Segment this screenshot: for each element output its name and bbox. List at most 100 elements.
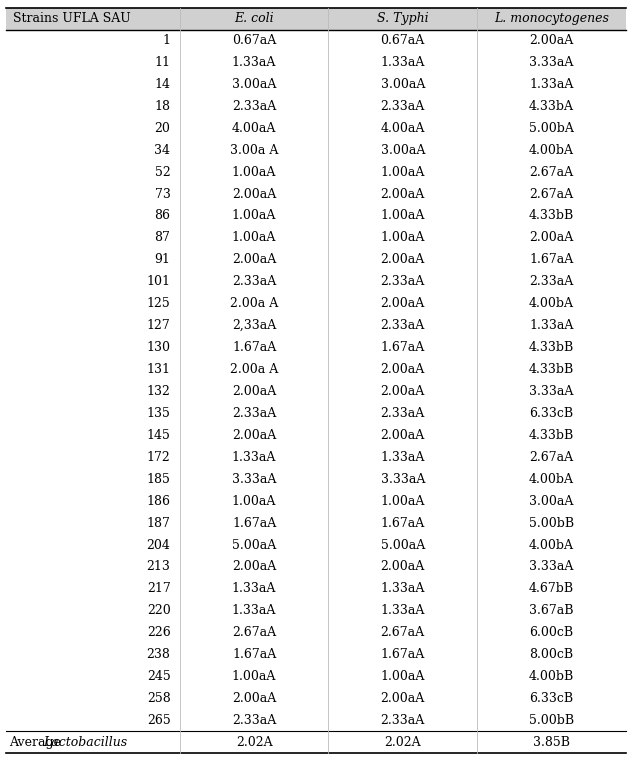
Text: 1.00aA: 1.00aA — [232, 166, 276, 179]
Text: 1.33aA: 1.33aA — [380, 451, 425, 463]
Text: 52: 52 — [155, 166, 171, 179]
Bar — [329, 8, 477, 30]
Text: 1.33aA: 1.33aA — [380, 582, 425, 595]
Bar — [6, 271, 626, 293]
Text: 3.33aA: 3.33aA — [529, 560, 574, 574]
Text: 4.33bB: 4.33bB — [529, 341, 574, 354]
Bar — [6, 30, 626, 52]
Bar — [6, 205, 626, 227]
Bar — [477, 8, 626, 30]
Bar — [6, 666, 626, 688]
Bar — [6, 600, 626, 622]
Text: 125: 125 — [147, 298, 171, 310]
Text: 127: 127 — [147, 319, 171, 332]
Text: 1.67aA: 1.67aA — [380, 517, 425, 530]
Bar — [6, 731, 626, 753]
Text: 2.33aA: 2.33aA — [380, 100, 425, 113]
Text: 1.33aA: 1.33aA — [380, 604, 425, 617]
Text: 1.33aA: 1.33aA — [380, 56, 425, 69]
Text: 2.33aA: 2.33aA — [232, 275, 276, 288]
Text: 1.00aA: 1.00aA — [232, 231, 276, 244]
Text: 1.00aA: 1.00aA — [232, 670, 276, 683]
Text: 73: 73 — [155, 187, 171, 201]
Text: 1.33aA: 1.33aA — [529, 319, 574, 332]
Text: 1: 1 — [162, 34, 171, 47]
Bar — [6, 52, 626, 73]
Text: 185: 185 — [147, 473, 171, 486]
Text: 4.00aA: 4.00aA — [232, 122, 276, 135]
Text: 187: 187 — [147, 517, 171, 530]
Text: 2.67aA: 2.67aA — [529, 187, 573, 201]
Text: 204: 204 — [147, 539, 171, 552]
Bar — [6, 490, 626, 512]
Bar — [6, 227, 626, 249]
Text: 2.02A: 2.02A — [384, 736, 421, 749]
Text: 265: 265 — [147, 714, 171, 727]
Bar — [179, 8, 329, 30]
Text: 2.00aA: 2.00aA — [529, 34, 573, 47]
Text: 4.00bA: 4.00bA — [529, 473, 574, 486]
Text: 213: 213 — [147, 560, 171, 574]
Text: 5.00bA: 5.00bA — [529, 122, 574, 135]
Bar — [6, 688, 626, 709]
Bar — [6, 622, 626, 644]
Text: 5.00aA: 5.00aA — [380, 539, 425, 552]
Text: 1.67aA: 1.67aA — [529, 253, 573, 266]
Text: 3.33aA: 3.33aA — [232, 473, 276, 486]
Text: 130: 130 — [147, 341, 171, 354]
Text: 18: 18 — [154, 100, 171, 113]
Text: 2.00aA: 2.00aA — [380, 187, 425, 201]
Text: 1.33aA: 1.33aA — [529, 78, 574, 91]
Text: 226: 226 — [147, 626, 171, 639]
Text: 2.00aA: 2.00aA — [380, 560, 425, 574]
Text: 5.00aA: 5.00aA — [232, 539, 276, 552]
Bar — [6, 161, 626, 183]
Text: 86: 86 — [154, 209, 171, 222]
Text: 0.67aA: 0.67aA — [380, 34, 425, 47]
Text: 8.00cB: 8.00cB — [529, 648, 573, 661]
Text: 1.00aA: 1.00aA — [380, 670, 425, 683]
Text: 5.00bB: 5.00bB — [529, 714, 574, 727]
Bar — [6, 8, 179, 30]
Text: 34: 34 — [154, 144, 171, 157]
Text: 2.33aA: 2.33aA — [232, 100, 276, 113]
Bar — [6, 403, 626, 425]
Text: E. coli: E. coli — [234, 12, 274, 25]
Text: 91: 91 — [155, 253, 171, 266]
Text: 132: 132 — [147, 385, 171, 398]
Bar — [6, 446, 626, 468]
Text: 14: 14 — [154, 78, 171, 91]
Text: 238: 238 — [147, 648, 171, 661]
Text: 2.33aA: 2.33aA — [380, 275, 425, 288]
Bar — [6, 293, 626, 315]
Text: 2.00aA: 2.00aA — [232, 253, 276, 266]
Text: 4.67bB: 4.67bB — [529, 582, 574, 595]
Text: 217: 217 — [147, 582, 171, 595]
Text: 2.00aA: 2.00aA — [232, 187, 276, 201]
Text: 2.00a A: 2.00a A — [230, 363, 278, 376]
Bar — [6, 534, 626, 556]
Bar — [6, 117, 626, 139]
Text: 245: 245 — [147, 670, 171, 683]
Text: 2.33aA: 2.33aA — [232, 714, 276, 727]
Text: 220: 220 — [147, 604, 171, 617]
Text: 2.00aA: 2.00aA — [232, 429, 276, 442]
Text: 3.33aA: 3.33aA — [529, 385, 574, 398]
Text: 20: 20 — [155, 122, 171, 135]
Text: 258: 258 — [147, 692, 171, 705]
Text: 2.00aA: 2.00aA — [380, 429, 425, 442]
Text: 145: 145 — [147, 429, 171, 442]
Text: S. Typhi: S. Typhi — [377, 12, 428, 25]
Bar — [6, 578, 626, 600]
Text: 3.00aA: 3.00aA — [380, 78, 425, 91]
Text: 4.33bB: 4.33bB — [529, 209, 574, 222]
Text: 131: 131 — [147, 363, 171, 376]
Text: L. monocytogenes: L. monocytogenes — [494, 12, 609, 25]
Text: 2.33aA: 2.33aA — [232, 407, 276, 420]
Bar — [6, 380, 626, 403]
Text: 4.00aA: 4.00aA — [380, 122, 425, 135]
Text: 2.67aA: 2.67aA — [232, 626, 276, 639]
Bar — [6, 358, 626, 380]
Text: 4.33bB: 4.33bB — [529, 363, 574, 376]
Text: 0.67aA: 0.67aA — [232, 34, 276, 47]
